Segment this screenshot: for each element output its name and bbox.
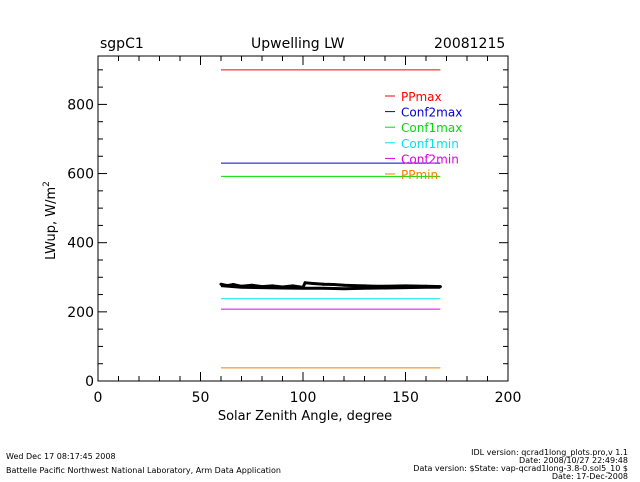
lwup-point xyxy=(303,281,307,285)
y-tick-label: 0 xyxy=(85,374,94,390)
x-tick-label: 50 xyxy=(192,390,210,406)
legend-label-conf2max: Conf2max xyxy=(401,106,462,120)
lwup-point xyxy=(270,284,274,288)
x-tick-label: 150 xyxy=(392,390,419,406)
legend-label-ppmin: PPmin xyxy=(401,168,438,182)
legend-label-conf1max: Conf1max xyxy=(401,121,462,135)
footer-idl-date: Date: 2008/10/27 22:49:48 xyxy=(519,456,628,465)
y-tick-label: 800 xyxy=(67,97,94,113)
x-axis-label: Solar Zenith Angle, degree xyxy=(218,409,392,424)
y-axis-label: LWup, W/m2 xyxy=(42,181,59,260)
lwup-point xyxy=(250,283,254,287)
footer-lab: Battelle Pacific Northwest National Labo… xyxy=(6,466,281,475)
y-tick-label: 600 xyxy=(67,167,94,183)
lwup-point xyxy=(311,282,315,285)
site-label: sgpC1 xyxy=(100,36,144,52)
x-tick-label: 100 xyxy=(290,390,317,406)
lwup-point xyxy=(332,283,336,287)
lwup-point xyxy=(281,285,284,289)
lwup-point xyxy=(260,285,264,289)
lwup-point xyxy=(322,282,325,286)
legend-label-ppmax: PPmax xyxy=(401,90,442,104)
lwup-point xyxy=(219,282,223,286)
footer-timestamp: Wed Dec 17 08:17:45 2008 xyxy=(6,452,116,461)
lwup-point xyxy=(363,284,366,288)
chart-axes xyxy=(97,55,509,382)
x-tick-label: 200 xyxy=(495,390,522,406)
legend-label-conf1min: Conf1min xyxy=(401,137,459,151)
legend-label-conf2min: Conf2min xyxy=(401,152,459,166)
lwup-point xyxy=(225,284,229,288)
lwup-point xyxy=(291,284,295,288)
lwup-point xyxy=(383,284,387,288)
lwup-point xyxy=(342,283,346,287)
lwup-series xyxy=(219,281,442,291)
limit-lines xyxy=(221,69,441,369)
y-tick-label: 400 xyxy=(67,236,94,252)
lwup-point xyxy=(231,283,235,287)
lwup-point xyxy=(424,284,428,288)
lwup-point xyxy=(301,285,305,289)
lwup-point xyxy=(240,284,243,288)
date-label: 20081215 xyxy=(434,36,506,52)
axis-labels: 0 50 100 150 200 0 200 400 600 800 Solar Zenith An… xyxy=(42,97,521,424)
lwup-point xyxy=(404,284,407,288)
y-tick-label: 200 xyxy=(67,305,94,321)
footer-idl-version: IDL version: qcrad1long_plots.pro,v 1.1 xyxy=(471,448,628,457)
chart-title: Upwelling LW xyxy=(251,36,345,52)
lwup-trace xyxy=(220,281,441,289)
lwup-point xyxy=(373,284,377,288)
footer-data-date: Date: 17-Dec-2008 xyxy=(551,472,628,481)
lwup-point xyxy=(438,285,442,289)
lwup-point xyxy=(352,284,356,288)
x-tick-label: 0 xyxy=(94,390,103,406)
footer-data-version: Data version: $State: vap-qcrad1long-3.8… xyxy=(413,464,628,473)
